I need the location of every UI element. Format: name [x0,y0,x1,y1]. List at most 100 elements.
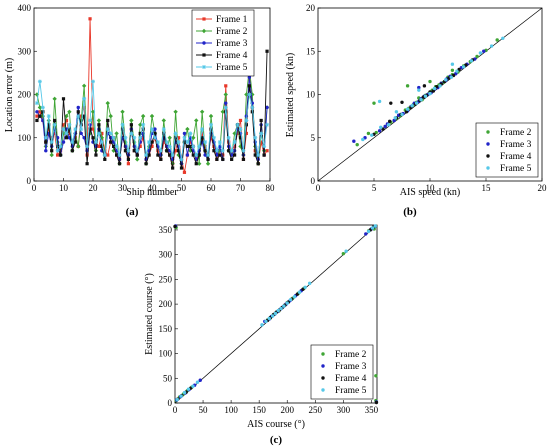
data-point [200,131,204,136]
data-point [247,84,251,88]
data-point [394,110,399,114]
data-point [168,153,172,157]
data-point [158,148,163,153]
legend-label: Frame 1 [216,15,248,25]
y-tick-label: 5 [311,133,316,143]
data-point [115,153,119,157]
data-point [70,149,74,153]
data-point [443,78,448,82]
legend-swatch-marker [321,364,325,368]
x-tick-label: 80 [266,183,276,193]
data-point [392,118,396,123]
legend-label: Frame 2 [500,128,532,138]
data-point [247,75,252,79]
data-point [138,122,143,127]
data-point [35,118,39,123]
data-point [135,153,139,157]
data-point [114,131,119,136]
data-point [179,394,183,398]
data-point [167,144,172,149]
data-point [162,140,166,144]
data-point [120,122,125,127]
legend-swatch-marker [202,53,206,57]
y-tick-label: 400 [18,3,32,13]
y-tick-label: 350 [159,225,173,235]
data-point [34,92,40,97]
data-point [276,308,280,313]
data-point [76,110,80,114]
legend-swatch-marker [486,130,490,134]
data-point [374,374,378,378]
data-point [232,140,237,145]
data-point [215,157,219,161]
data-point [56,144,60,148]
data-point [93,140,98,145]
x-tick-label: 100 [224,405,238,415]
data-point [150,127,154,132]
data-point [422,84,427,88]
y-tick-label: 250 [159,274,173,284]
series-frame-5 [34,79,270,162]
data-point [99,135,105,140]
x-tick-label: 70 [236,183,246,193]
x-tick-label: 0 [316,183,321,193]
data-point [38,114,42,118]
data-point [85,162,89,166]
data-point [188,144,192,148]
data-point [88,17,92,21]
data-point [52,122,57,127]
data-point [91,136,95,140]
x-tick-label: 40 [148,183,158,193]
data-point [208,113,214,119]
data-point [285,301,289,305]
data-point [37,79,42,84]
data-point [81,83,87,89]
data-point [364,232,368,236]
data-point [88,127,92,131]
data-point [85,153,89,157]
legend-swatch-marker [202,41,206,45]
data-point [76,105,80,110]
data-point [47,127,51,131]
x-tick-label: 20 [538,183,548,193]
data-point [203,149,207,153]
data-point [73,140,77,144]
data-point [265,49,269,53]
panel-a-label: (a) [126,206,139,218]
panel-b-ylabel: Estimated speed (kn) [285,53,296,137]
data-point [292,294,297,299]
data-point [256,153,261,158]
data-point [414,101,419,105]
data-point [144,162,148,166]
data-point [132,135,137,140]
series-frame-5 [361,36,505,142]
data-point [197,153,201,157]
data-point [102,153,107,158]
data-point [186,387,191,391]
data-point [40,105,45,110]
data-point [159,157,163,161]
data-point [117,162,122,166]
data-point [58,144,63,149]
data-point [97,144,101,148]
data-point [238,127,243,132]
data-point [94,153,98,157]
data-point [96,131,101,136]
data-point [135,148,140,153]
panel-c-course: 0 50 100 150 200 250 300 350 0 50 100 150 200 250 300 3… [144,224,379,446]
data-point [73,127,78,132]
data-point [417,85,421,90]
panel-c-ylabel: Estimated course (°) [144,273,155,355]
data-point [400,112,404,117]
x-tick-label: 200 [280,405,294,415]
panel-b-xlabel: AIS speed (kn) [400,187,461,198]
data-point [164,140,169,145]
x-tick-label: 20 [89,183,99,193]
data-point [223,105,228,110]
data-point [109,140,113,144]
data-point [244,92,249,97]
data-point [150,140,154,144]
data-point [79,131,83,136]
data-point [212,149,216,153]
